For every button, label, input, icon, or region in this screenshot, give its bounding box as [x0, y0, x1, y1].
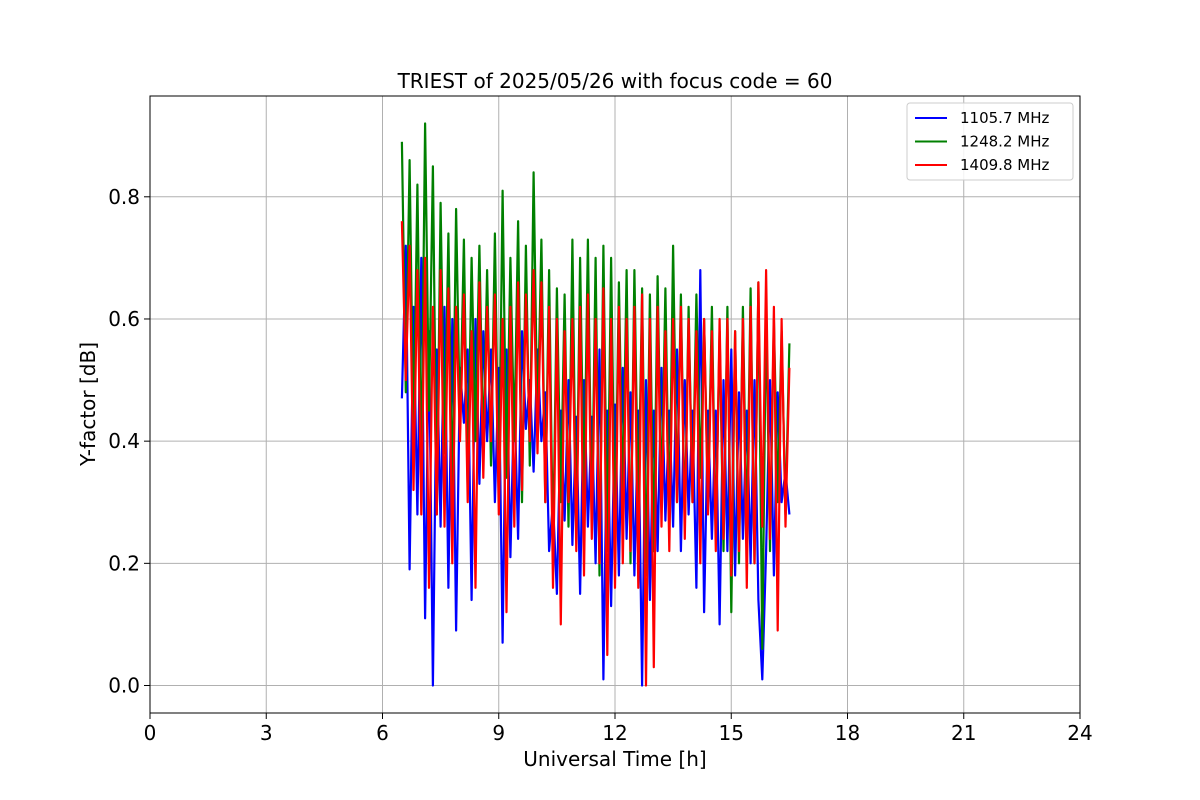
x-tick-label: 15 [719, 721, 744, 745]
series-layer [400, 122, 791, 687]
x-tick-label: 9 [492, 721, 505, 745]
x-tick-label: 0 [144, 721, 157, 745]
x-tick-label: 6 [376, 721, 389, 745]
y-tick-label: 0.6 [108, 307, 140, 331]
x-tick-label: 3 [260, 721, 273, 745]
legend-entries: 1105.7 MHz 1248.2 MHz 1409.8 MHz [915, 109, 1049, 174]
x-axis-label: Universal Time [h] [523, 747, 706, 771]
legend-label: 1409.8 MHz [960, 156, 1049, 174]
y-tick-label: 0.8 [108, 185, 140, 209]
x-axis-ticks: 0 3 6 9 12 15 18 21 24 [144, 713, 1093, 745]
y-axis-ticks: 0.0 0.2 0.4 0.6 0.8 [108, 185, 150, 698]
legend-box [906, 102, 1074, 181]
legend-label: 1248.2 MHz [960, 133, 1049, 151]
legend-label: 1105.7 MHz [960, 109, 1049, 127]
x-tick-label: 12 [602, 721, 627, 745]
y-tick-label: 0.2 [108, 551, 140, 575]
y-tick-label: 0.0 [108, 674, 140, 698]
y-axis-label: Y-factor [dB] [76, 342, 100, 467]
chart-title: TRIEST of 2025/05/26 with focus code = 6… [397, 69, 833, 93]
x-tick-label: 18 [835, 721, 860, 745]
legend: 1105.7 MHz 1248.2 MHz 1409.8 MHz [906, 102, 1074, 181]
x-tick-label: 21 [951, 721, 976, 745]
y-tick-label: 0.4 [108, 429, 140, 453]
series-line-3 [400, 221, 791, 687]
x-tick-label: 24 [1067, 721, 1092, 745]
